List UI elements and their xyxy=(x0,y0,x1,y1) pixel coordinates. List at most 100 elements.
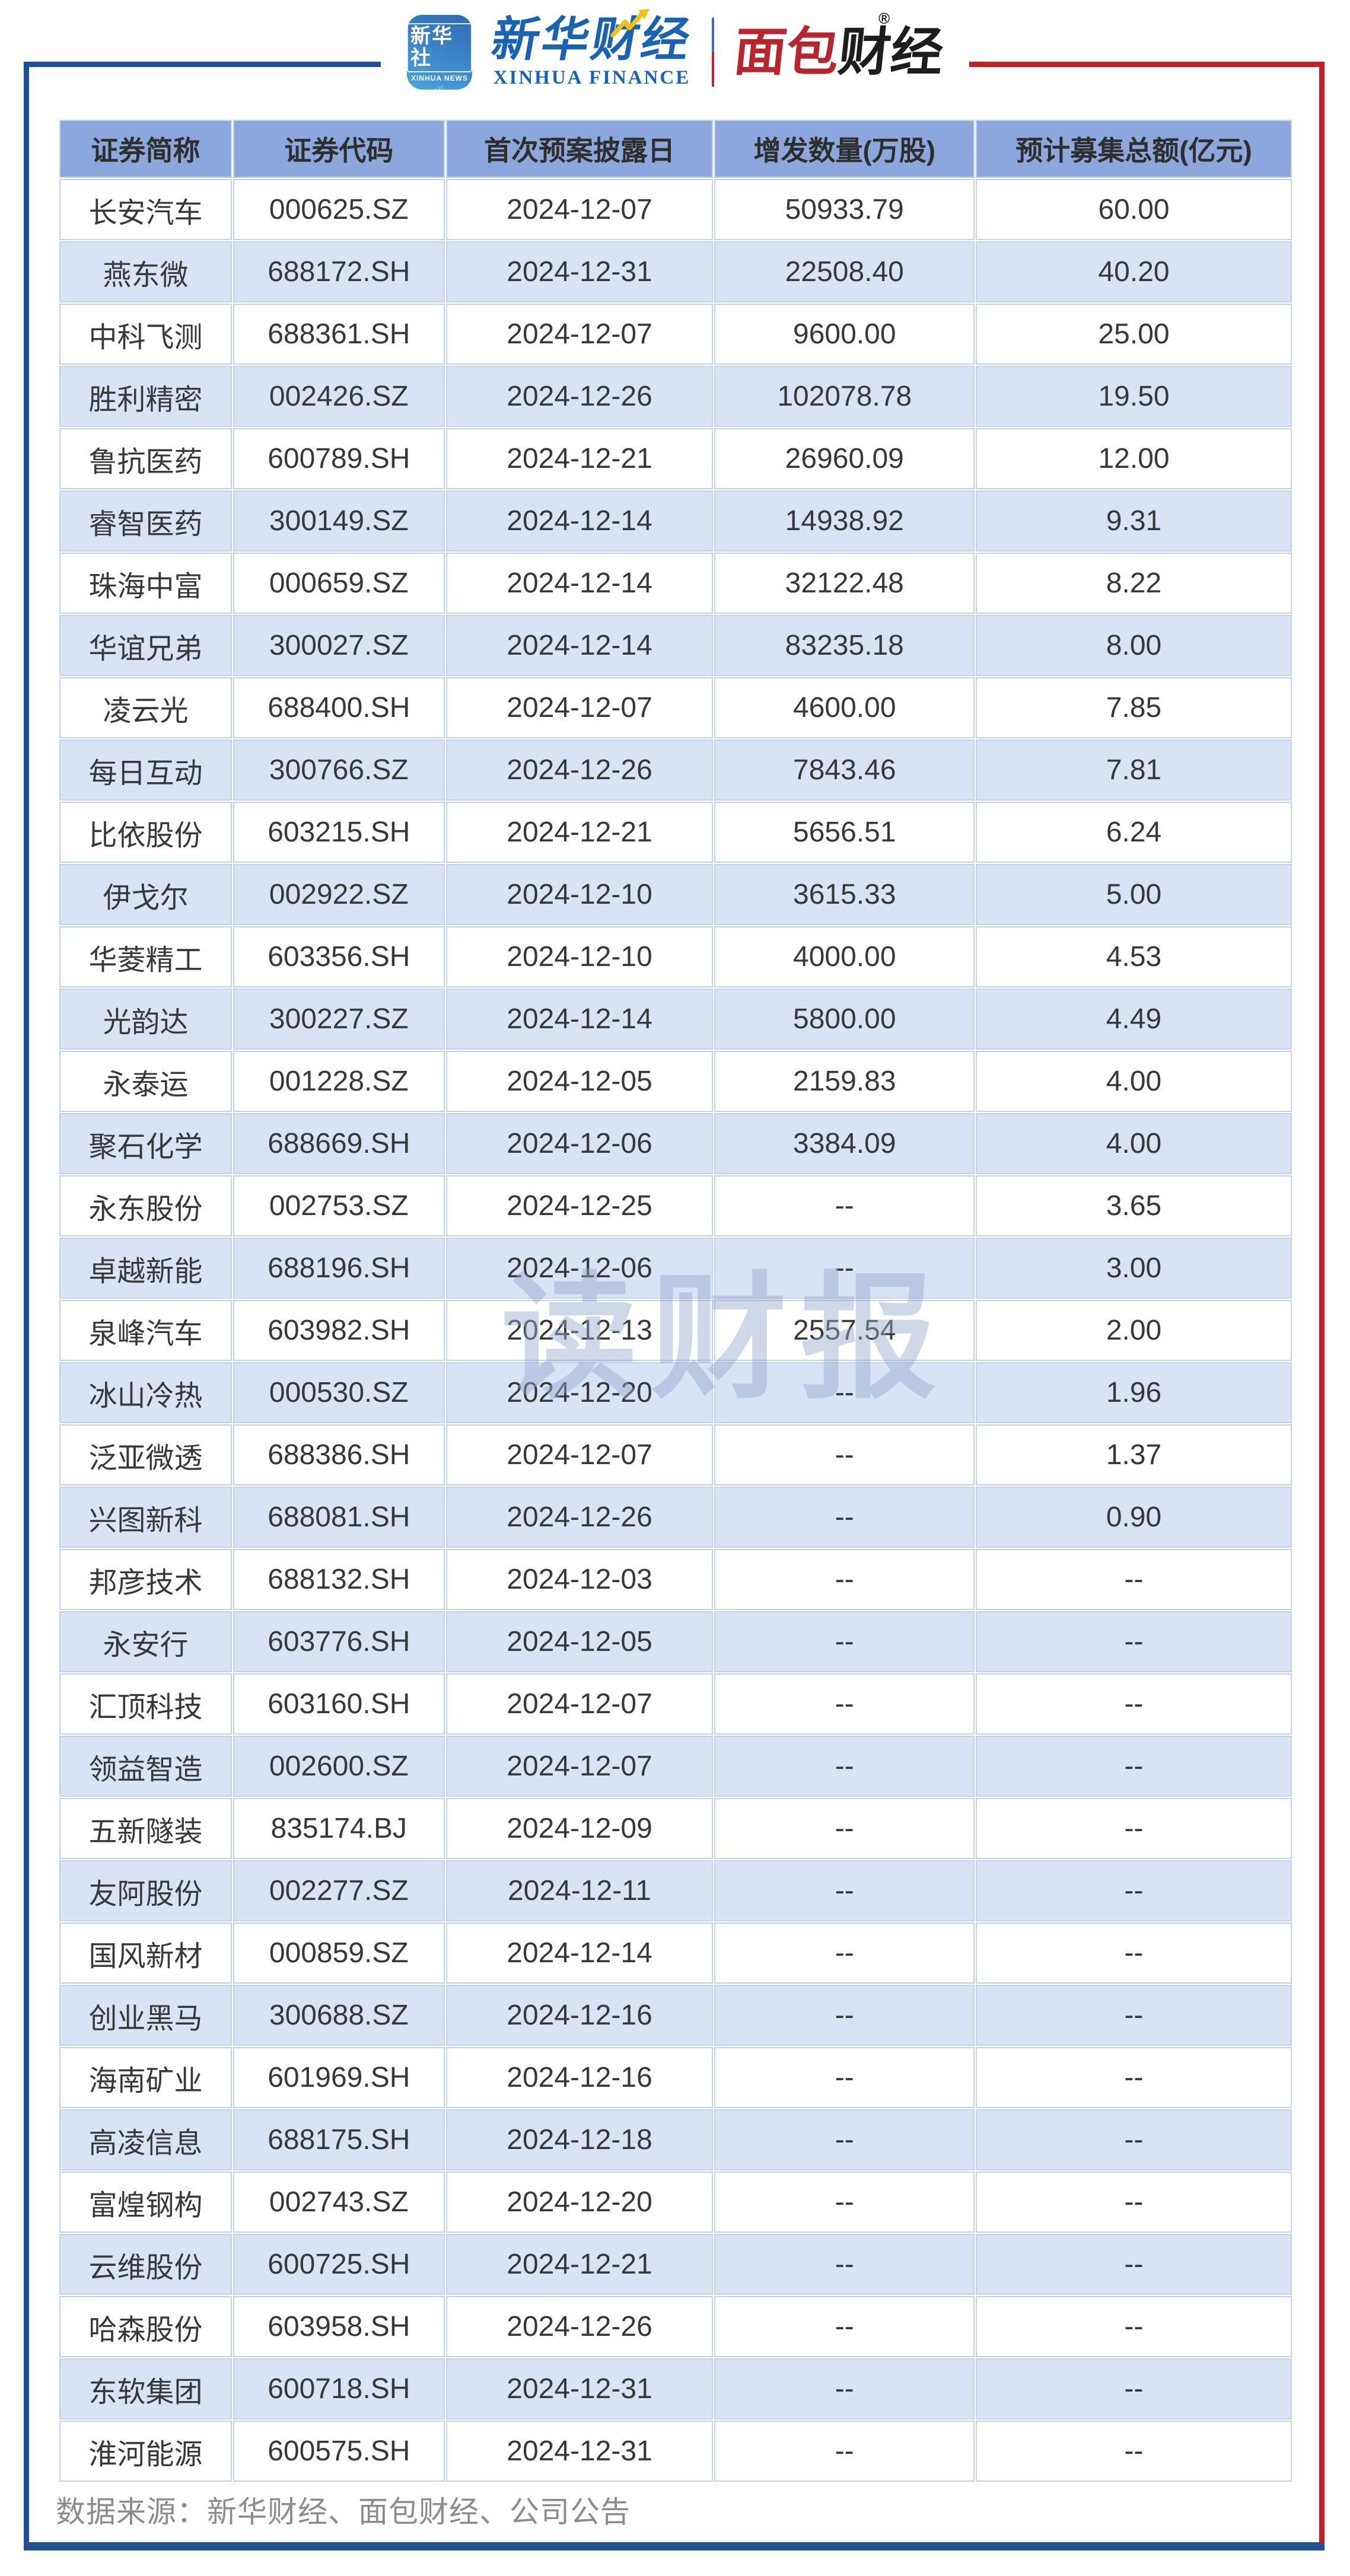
table-cell: 高凌信息 xyxy=(61,2110,231,2169)
table-cell: -- xyxy=(977,1675,1291,1733)
table-cell: 2024-12-14 xyxy=(447,554,712,613)
table-cell: 6.24 xyxy=(977,803,1291,862)
table-cell: -- xyxy=(715,2235,974,2294)
table-row: 凌云光 688400.SH 2024-12-07 4600.00 7.85 xyxy=(61,678,1291,737)
table-cell: 冰山冷热 xyxy=(61,1363,231,1422)
table-row: 哈森股份 603958.SH 2024-12-26 -- -- xyxy=(61,2297,1291,2356)
frame-top-line-blue xyxy=(24,62,676,67)
table-cell: 2024-12-26 xyxy=(447,1488,712,1547)
table-cell: 2024-12-25 xyxy=(447,1177,712,1235)
rising-arrow-icon xyxy=(610,8,650,37)
table-cell: 睿智医药 xyxy=(61,492,231,550)
table-cell: -- xyxy=(977,1799,1291,1858)
table-cell: 12.00 xyxy=(977,429,1291,488)
table-cell: 600725.SH xyxy=(234,2235,444,2294)
table-cell: 600575.SH xyxy=(234,2422,444,2481)
table-cell: 4.00 xyxy=(977,1052,1291,1111)
table-cell: 688400.SH xyxy=(234,678,444,737)
table-cell: 富煌钢构 xyxy=(61,2173,231,2231)
table-cell: 2024-12-14 xyxy=(447,616,712,675)
table-cell: -- xyxy=(715,1861,974,1920)
registered-trademark-icon: ® xyxy=(878,9,890,27)
table-cell: 珠海中富 xyxy=(61,554,231,613)
table-cell: 102078.78 xyxy=(715,367,974,426)
table-cell: 创业黑马 xyxy=(61,1986,231,2045)
table-cell: 东软集团 xyxy=(61,2360,231,2418)
table-cell: 兴图新科 xyxy=(61,1488,231,1547)
table-cell: 7.85 xyxy=(977,678,1291,737)
table-cell: 2024-12-16 xyxy=(447,1986,712,2045)
table-row: 泉峰汽车 603982.SH 2024-12-13 2557.54 2.00 xyxy=(61,1301,1291,1360)
table-cell: 永泰运 xyxy=(61,1052,231,1111)
table-cell: -- xyxy=(977,2235,1291,2294)
table-row: 长安汽车 000625.SZ 2024-12-07 50933.79 60.00 xyxy=(61,180,1291,239)
logo-divider xyxy=(711,18,714,87)
frame-right-line xyxy=(1319,62,1324,2546)
table-cell: 22508.40 xyxy=(715,243,974,301)
table-cell: 友阿股份 xyxy=(61,1861,231,1920)
table-cell: 永东股份 xyxy=(61,1177,231,1235)
table-cell: -- xyxy=(715,2422,974,2481)
table-row: 国风新材 000859.SZ 2024-12-14 -- -- xyxy=(61,1924,1291,1982)
table-cell: 云维股份 xyxy=(61,2235,231,2294)
table-cell: 0.90 xyxy=(977,1488,1291,1547)
table-cell: 领益智造 xyxy=(61,1737,231,1796)
table-cell: 2024-12-07 xyxy=(447,678,712,737)
table-row: 创业黑马 300688.SZ 2024-12-16 -- -- xyxy=(61,1986,1291,2045)
table-cell: -- xyxy=(715,1426,974,1484)
table-cell: 2024-12-26 xyxy=(447,741,712,799)
xinhua-finance-wordmark-cn: 新华财经 xyxy=(488,8,696,66)
table-cell: 2024-12-14 xyxy=(447,1924,712,1982)
table-cell: 40.20 xyxy=(977,243,1291,301)
table-cell: -- xyxy=(977,2297,1291,2356)
table-cell: -- xyxy=(715,2110,974,2169)
table-row: 聚石化学 688669.SH 2024-12-06 3384.09 4.00 xyxy=(61,1114,1291,1173)
table-cell: 2024-12-05 xyxy=(447,1052,712,1111)
table-cell: 燕东微 xyxy=(61,243,231,301)
table-cell: 26960.09 xyxy=(715,429,974,488)
table-cell: 2024-12-31 xyxy=(447,2422,712,2481)
table-cell: -- xyxy=(977,1861,1291,1920)
table-cell: 688132.SH xyxy=(234,1550,444,1609)
table-cell: -- xyxy=(977,2110,1291,2169)
table-cell: 8.00 xyxy=(977,616,1291,675)
col-header-disclosure-date: 首次预案披露日 xyxy=(447,121,712,177)
table-cell: -- xyxy=(715,1986,974,2045)
header-logo-strip: 新华社 XINHUA NEWS 新华财经 XINHUA FINANCE xyxy=(380,5,970,100)
table-cell: 2024-12-13 xyxy=(447,1301,712,1360)
table-cell: 2024-12-26 xyxy=(447,367,712,426)
table-cell: 2024-12-21 xyxy=(447,429,712,488)
table-cell: 2024-12-06 xyxy=(447,1114,712,1173)
table-cell: 300027.SZ xyxy=(234,616,444,675)
table-cell: 中科飞测 xyxy=(61,305,231,364)
table-row: 冰山冷热 000530.SZ 2024-12-20 -- 1.96 xyxy=(61,1363,1291,1422)
table-cell: -- xyxy=(715,1737,974,1796)
table-cell: 鲁抗医药 xyxy=(61,429,231,488)
table-cell: -- xyxy=(715,1488,974,1547)
table-cell: -- xyxy=(715,1924,974,1982)
table-cell: 3.65 xyxy=(977,1177,1291,1235)
table-cell: 600718.SH xyxy=(234,2360,444,2418)
table-cell: 哈森股份 xyxy=(61,2297,231,2356)
table-cell: 7.81 xyxy=(977,741,1291,799)
table-cell: 4.00 xyxy=(977,1114,1291,1173)
table-cell: 688669.SH xyxy=(234,1114,444,1173)
table-cell: 2159.83 xyxy=(715,1052,974,1111)
table-cell: 25.00 xyxy=(977,305,1291,364)
table-cell: 2024-12-10 xyxy=(447,927,712,986)
table-cell: 001228.SZ xyxy=(234,1052,444,1111)
table-cell: 3384.09 xyxy=(715,1114,974,1173)
table-cell: -- xyxy=(715,1363,974,1422)
table-cell: 邦彦技术 xyxy=(61,1550,231,1609)
table-cell: -- xyxy=(715,1177,974,1235)
table-cell: 8.22 xyxy=(977,554,1291,613)
col-header-code: 证券代码 xyxy=(234,121,444,177)
table-cell: 2024-12-21 xyxy=(447,2235,712,2294)
table-cell: 4.53 xyxy=(977,927,1291,986)
table-cell: 835174.BJ xyxy=(234,1799,444,1858)
bottom-accent-bar xyxy=(24,2542,1324,2551)
table-row: 友阿股份 002277.SZ 2024-12-11 -- -- xyxy=(61,1861,1291,1920)
xinhua-news-app-icon: 新华社 XINHUA NEWS xyxy=(406,15,472,90)
table-cell: 9.31 xyxy=(977,492,1291,550)
table-body: 长安汽车 000625.SZ 2024-12-07 50933.79 60.00 燕东微 6… xyxy=(61,180,1291,2481)
